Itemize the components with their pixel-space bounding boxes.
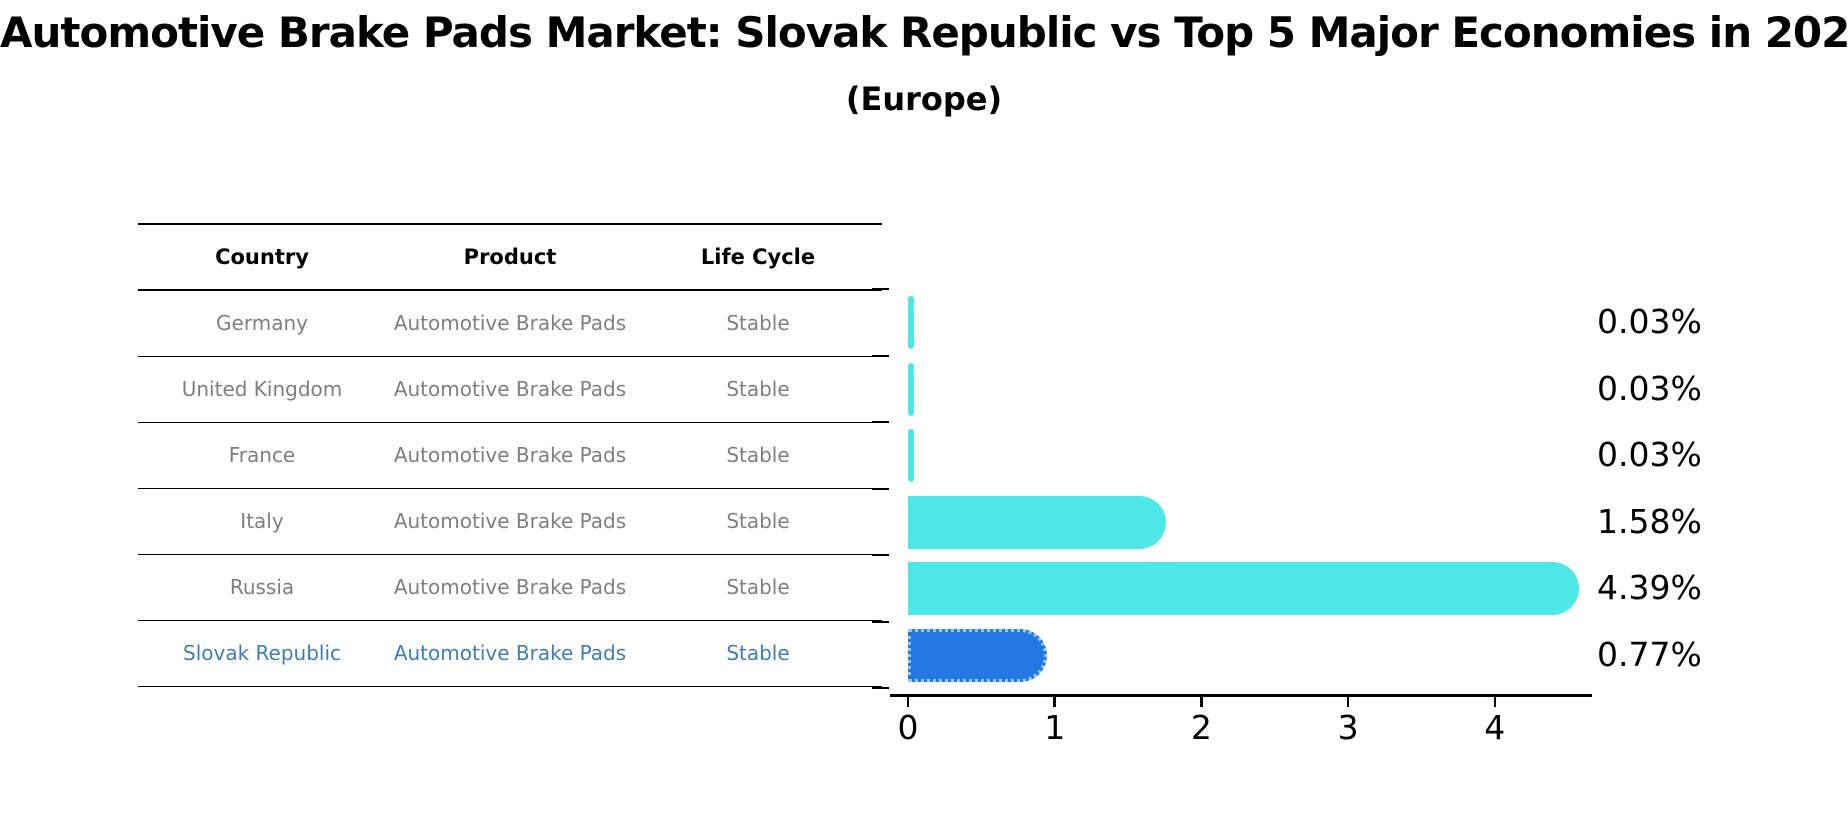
table-row-france: France Automotive Brake Pads Stable <box>138 423 882 489</box>
column-header-country: Country <box>215 245 309 269</box>
country-cell: United Kingdom <box>181 377 343 401</box>
bar-slovak-republic <box>908 628 1048 682</box>
product-cell: Automotive Brake Pads <box>393 509 627 533</box>
y-axis-tick <box>872 687 889 689</box>
bar-value-label-france: 0.03% <box>1597 435 1702 474</box>
x-axis-tick <box>1493 696 1497 707</box>
y-axis-tick <box>872 354 889 357</box>
x-axis-tick <box>1053 696 1056 707</box>
bar-value-label-slovak-republic: 0.77% <box>1597 634 1702 674</box>
y-axis-tick <box>872 421 889 423</box>
y-axis-tick <box>872 487 889 490</box>
table-row-italy: Italy Automotive Brake Pads Stable <box>138 489 882 555</box>
table-row-united-kingdom: United Kingdom Automotive Brake Pads Sta… <box>138 357 882 423</box>
life-cycle-cell: Stable <box>726 443 790 467</box>
product-cell: Automotive Brake Pads <box>393 641 627 665</box>
bar-value-label-germany: 0.03% <box>1597 302 1702 341</box>
product-cell: Automotive Brake Pads <box>393 443 627 467</box>
life-cycle-cell: Stable <box>726 509 790 533</box>
bar-value-label-united-kingdom: 0.03% <box>1597 368 1702 408</box>
bar-germany <box>908 296 914 349</box>
bar-united-kingdom <box>908 362 914 416</box>
chart-title: Automotive Brake Pads Market: Slovak Rep… <box>0 8 1848 57</box>
column-header-product: Product <box>463 245 557 269</box>
x-axis-tick-label: 1 <box>1044 708 1066 747</box>
x-axis-tick-label: 2 <box>1190 708 1212 747</box>
life-cycle-cell: Stable <box>726 641 790 665</box>
country-cell: Russia <box>229 575 295 599</box>
x-axis-tick-label: 0 <box>897 708 919 747</box>
bar-value-label-italy: 1.58% <box>1597 501 1702 541</box>
product-cell: Automotive Brake Pads <box>393 377 627 401</box>
x-axis-tick <box>1346 696 1350 707</box>
country-cell: France <box>228 443 296 467</box>
country-cell: Slovak Republic <box>183 641 341 665</box>
x-axis-tick-label: 3 <box>1337 708 1359 747</box>
x-axis-line <box>890 694 1592 697</box>
country-table: Country Product Life Cycle Germany Autom… <box>138 223 882 687</box>
bar-italy <box>908 495 1167 549</box>
table-row-slovak-republic: Slovak Republic Automotive Brake Pads St… <box>138 621 882 687</box>
country-cell: Italy <box>240 509 284 533</box>
country-cell: Germany <box>216 311 308 335</box>
table-row-germany: Germany Automotive Brake Pads Stable <box>138 291 882 357</box>
table-header-row: Country Product Life Cycle <box>138 225 882 291</box>
chart-subtitle: (Europe) <box>845 80 1003 118</box>
y-axis-tick <box>872 288 889 290</box>
y-axis-tick <box>872 554 889 556</box>
table-row-russia: Russia Automotive Brake Pads Stable <box>138 555 882 621</box>
x-axis-tick-label: 4 <box>1484 708 1506 747</box>
y-axis-tick <box>872 620 889 623</box>
bar-france <box>908 429 914 482</box>
product-cell: Automotive Brake Pads <box>393 311 627 335</box>
bar-russia <box>908 562 1579 615</box>
life-cycle-cell: Stable <box>726 377 790 401</box>
life-cycle-cell: Stable <box>726 311 790 335</box>
column-header-life-cycle: Life Cycle <box>700 245 816 269</box>
life-cycle-cell: Stable <box>726 575 790 599</box>
bar-value-label-russia: 4.39% <box>1597 568 1702 607</box>
x-axis-tick <box>1200 696 1203 707</box>
product-cell: Automotive Brake Pads <box>393 575 627 599</box>
x-axis-tick <box>906 696 910 707</box>
